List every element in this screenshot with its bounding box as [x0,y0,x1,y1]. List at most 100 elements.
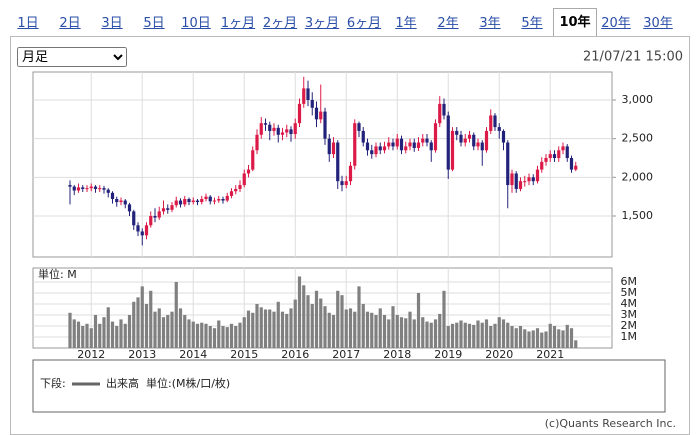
candle-body [514,173,518,189]
candle-body [280,132,285,135]
candle-body [493,115,497,128]
candle-body [463,138,467,143]
candle-body [365,142,370,151]
y-tick-label: 2,000 [622,170,654,183]
volume-bar [268,309,272,348]
volume-bar [285,313,289,348]
candle-body [523,181,527,183]
period-tab[interactable]: 10日 [181,16,211,31]
period-select[interactable]: 月足 [17,47,127,67]
volume-bar [391,306,395,348]
volume-bar [183,314,187,348]
period-tab[interactable]: 5日 [143,16,165,31]
candle-body [183,198,187,205]
volume-bar [229,323,234,348]
volume-bar [574,340,578,348]
volume-bar [557,329,561,348]
period-tab[interactable]: 6ヶ月 [346,16,382,31]
volume-bar [200,322,204,348]
candle-body [174,200,178,206]
period-tab[interactable]: 2日 [59,16,81,31]
candle-body [476,142,480,147]
candle-body [421,138,425,143]
volume-bar [438,313,442,348]
volume-bar [493,323,497,348]
candle-body [285,129,289,133]
candle-body [531,177,535,182]
candle-body [276,127,280,135]
volume-bar [259,307,263,348]
period-tab[interactable]: 3ヶ月 [304,16,340,31]
volume-bar [506,322,510,348]
candle-body [565,146,569,159]
volume-bar [115,325,119,348]
candle-body [327,138,331,155]
volume-bar [442,290,446,348]
volume-bar [353,311,357,348]
candle-body [161,208,166,212]
candle-body [93,186,98,189]
candle-body [140,231,144,236]
volume-bar [429,322,433,348]
candle-body [459,134,463,143]
volume-bar [293,299,297,348]
candle-body [272,127,276,131]
candle-body [340,181,344,186]
volume-bar [544,331,548,348]
period-tab[interactable]: 30年 [643,16,673,31]
candle-body [370,150,374,155]
volume-bar [378,308,382,348]
period-tab[interactable]: 10年 [553,8,597,37]
volume-bar [569,328,574,348]
period-tab[interactable]: 2ヶ月 [262,16,298,31]
period-tab[interactable]: 1ヶ月 [220,16,256,31]
period-tab[interactable]: 3日 [101,16,123,31]
period-tab[interactable]: 1日 [17,16,39,31]
x-tick-label: 2013 [128,348,156,361]
candle-body [314,107,319,120]
volume-bar [310,303,314,348]
candle-body [527,177,531,182]
candle-body [497,127,501,131]
candle-body [110,192,115,199]
y-tick-label: 5M [621,286,638,299]
period-tab[interactable]: 20年 [601,16,631,31]
candle-body [446,115,450,170]
candle-body [450,130,455,170]
volume-bar [225,327,229,348]
candle-body [412,142,416,148]
volume-bar [395,314,399,348]
y-tick-label: 2,500 [622,132,654,145]
volume-bar [497,317,501,348]
y-tick-label: 3,000 [622,93,654,106]
volume-bar [187,319,191,348]
candle-body [144,225,149,236]
period-tab[interactable]: 2年 [437,16,459,31]
period-tab[interactable]: 5年 [521,16,543,31]
volume-bar [280,311,285,348]
y-tick-label: 4M [621,297,638,310]
candle-body [472,134,476,147]
volume-bar [276,301,280,348]
volume-bar [370,312,374,348]
volume-bar [365,311,370,348]
candle-body [89,186,93,189]
legend-prefix: 下段: [40,376,66,390]
x-tick-label: 2019 [434,348,462,361]
period-tab[interactable]: 1年 [395,16,417,31]
candle-body [442,103,446,116]
candle-body [455,130,459,135]
candle-body [195,200,200,203]
candle-body [115,198,119,203]
tab-bar: 1日 2日 3日 5日 10日 1ヶ月 2ヶ月 3ヶ月 6ヶ月 1年 2年 3年 5年 10年 20年 30年 [0,0,700,37]
volume-bar [531,330,535,348]
candle-body [229,191,234,196]
candle-body [263,123,268,125]
volume-bar [412,319,416,348]
candle-body [123,200,127,205]
candle-body [506,142,510,186]
volume-bar [289,308,293,348]
candle-body [289,129,293,135]
period-tab[interactable]: 3年 [479,16,501,31]
